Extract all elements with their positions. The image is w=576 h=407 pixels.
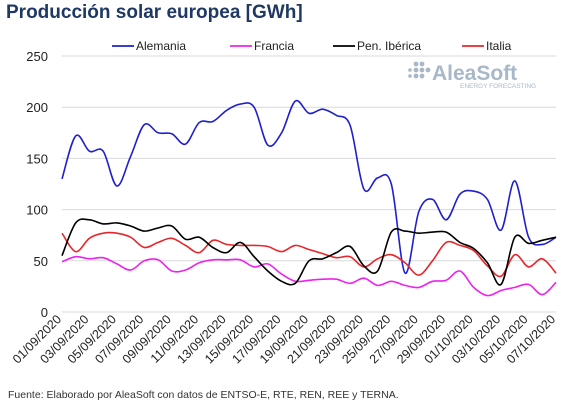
series-line-francia: [61, 255, 557, 297]
logo-tagline: ENERGY FORECASTING: [460, 83, 536, 90]
y-tick-label: 150: [26, 151, 48, 166]
legend-label: Francia: [254, 39, 294, 53]
logo-dot: [419, 67, 425, 73]
y-tick-label: 50: [34, 254, 48, 269]
series-line-alemania: [61, 99, 557, 274]
aleasoft-logo: AleaSoft ENERGY FORECASTING: [408, 61, 536, 90]
legend-label: Italia: [486, 39, 512, 53]
logo-dot: [419, 73, 425, 79]
logo-name: AleaSoft: [432, 62, 517, 85]
source-note: Fuente: Elaborado por AleaSoft con datos…: [8, 389, 399, 401]
legend-label: Pen. Ibérica: [357, 39, 421, 53]
y-axis: 0 50 100 150 200 250: [26, 49, 48, 320]
logo-dot: [419, 61, 425, 67]
y-tick-label: 250: [26, 49, 48, 64]
legend: Alemania Francia Pen. Ibérica Italia: [112, 39, 512, 53]
logo-dot: [425, 67, 431, 73]
logo-dot: [413, 61, 419, 67]
y-tick-label: 100: [26, 203, 48, 218]
legend-label: Alemania: [136, 39, 186, 53]
grid-lines: [62, 55, 556, 313]
y-tick-label: 200: [26, 100, 48, 115]
chart-title: Producción solar europea [GWh]: [6, 2, 303, 23]
series-lines: [61, 99, 557, 297]
series-line-italia: [61, 231, 557, 278]
x-axis: 01/09/202003/09/202005/09/202007/09/2020…: [10, 312, 558, 366]
y-tick-label: 0: [41, 305, 48, 320]
logo-dot: [413, 73, 419, 79]
logo-dot: [408, 68, 412, 72]
logo-dot: [413, 67, 419, 73]
logo-dot: [408, 74, 412, 78]
logo-dots-icon: [408, 61, 431, 79]
series-line-pen-ib-rica: [61, 218, 557, 286]
